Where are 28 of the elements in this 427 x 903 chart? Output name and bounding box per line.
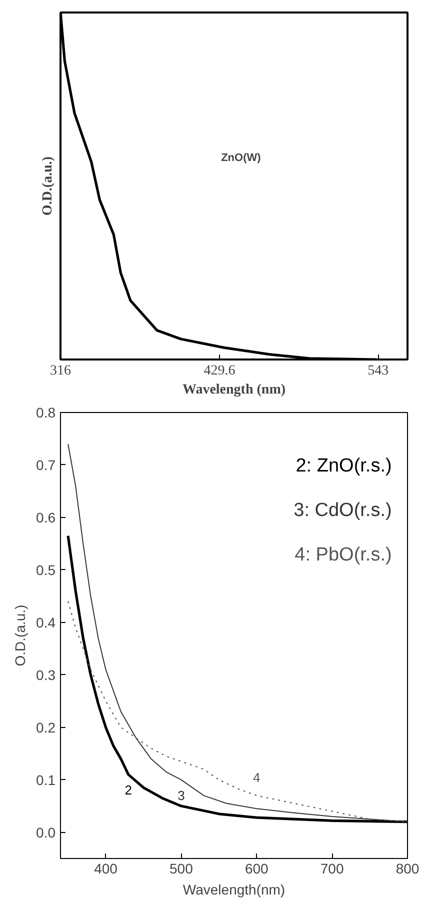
y-axis-title: O.D.(a.u.) [12,604,28,666]
text: 2: ZnO(r.s.) [296,456,392,477]
x-tick-label: 400 [94,860,118,876]
text: 4: PbO(r.s.) [294,544,392,566]
annotation: 4 [253,770,260,786]
annotation: 3 [178,788,185,803]
y-tick-label: 0.3 [36,666,56,683]
y-tick-label: 0.5 [36,562,56,578]
text: 3: CdO(r.s.) [294,500,392,522]
y-tick-label: 0.8 [36,404,56,420]
y-tick-label: 0.1 [36,772,56,788]
x-tick-label: 500 [170,860,194,876]
x-tick-label: 800 [396,860,420,876]
x-tick-label: 700 [320,860,344,876]
y-tick-label: 0.2 [36,719,56,736]
annotation: ZnO(W) [221,152,262,164]
annotation: 2 [124,782,132,798]
y-tick-label: 0.7 [36,456,56,473]
x-tick-label: 543 [368,364,389,378]
y-axis-title: O.D.(a.u.) [40,156,56,216]
x-tick-label: 429.6 [204,364,236,378]
x-tick-label: 316 [50,364,71,378]
x-tick-label: 600 [244,860,269,876]
x-axis-title: Wavelength (nm) [182,382,286,398]
x-axis-title: Wavelength(nm) [182,882,286,898]
y-tick-label: 0.0 [36,824,56,840]
y-tick-label: 0.6 [36,509,56,526]
y-tick-label: 0.4 [36,614,56,630]
